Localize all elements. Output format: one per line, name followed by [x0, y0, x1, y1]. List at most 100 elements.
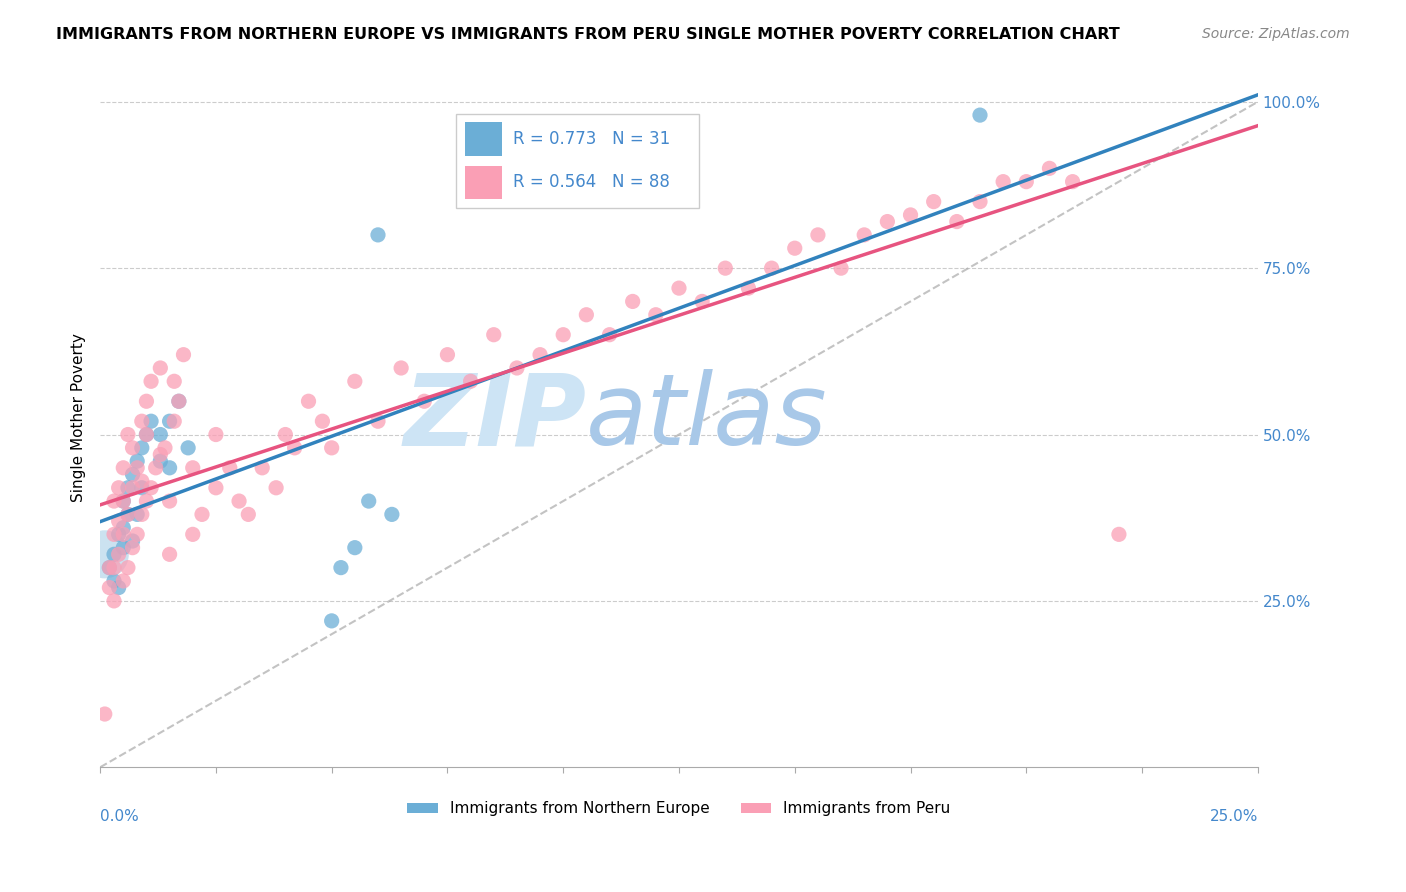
Point	[107, 527, 129, 541]
Text: IMMIGRANTS FROM NORTHERN EUROPE VS IMMIGRANTS FROM PERU SINGLE MOTHER POVERTY CO: IMMIGRANTS FROM NORTHERN EUROPE VS IMMIG…	[56, 27, 1121, 42]
Point	[367, 227, 389, 242]
Point	[107, 514, 129, 528]
Point	[112, 460, 135, 475]
Point	[1108, 527, 1130, 541]
Point	[159, 494, 181, 508]
Point	[149, 427, 172, 442]
Point	[1015, 175, 1038, 189]
Point	[94, 547, 117, 561]
Point	[167, 394, 190, 409]
Text: atlas: atlas	[586, 369, 828, 467]
Point	[321, 614, 343, 628]
Point	[228, 494, 250, 508]
Point	[644, 308, 666, 322]
Point	[737, 281, 759, 295]
Point	[460, 374, 482, 388]
Point	[367, 414, 389, 428]
Point	[238, 508, 260, 522]
Point	[381, 508, 404, 522]
Point	[131, 474, 153, 488]
Point	[149, 454, 172, 468]
Point	[853, 227, 876, 242]
Point	[900, 208, 922, 222]
Point	[668, 281, 690, 295]
Point	[121, 481, 143, 495]
Point	[112, 527, 135, 541]
Text: R = 0.564   N = 88: R = 0.564 N = 88	[513, 173, 671, 192]
Point	[103, 527, 125, 541]
Point	[181, 527, 204, 541]
Point	[167, 394, 190, 409]
Point	[131, 481, 153, 495]
Point	[139, 414, 162, 428]
Point	[107, 581, 129, 595]
Point	[159, 414, 181, 428]
Point	[131, 508, 153, 522]
Point	[599, 327, 621, 342]
Point	[311, 414, 333, 428]
Point	[127, 454, 149, 468]
Point	[1038, 161, 1060, 176]
Point	[112, 521, 135, 535]
Point	[117, 427, 139, 442]
Point	[107, 481, 129, 495]
Point	[127, 460, 149, 475]
Point	[135, 427, 157, 442]
Point	[529, 348, 551, 362]
Point	[621, 294, 644, 309]
Point	[103, 547, 125, 561]
Point	[205, 481, 228, 495]
Point	[127, 508, 149, 522]
Point	[991, 175, 1014, 189]
FancyBboxPatch shape	[465, 122, 502, 156]
Point	[103, 560, 125, 574]
Point	[98, 560, 121, 574]
Point	[274, 427, 297, 442]
Point	[181, 460, 204, 475]
Point	[135, 494, 157, 508]
Point	[321, 441, 343, 455]
Point	[149, 448, 172, 462]
Point	[135, 427, 157, 442]
Point	[112, 541, 135, 555]
Point	[121, 534, 143, 549]
Point	[131, 441, 153, 455]
Point	[506, 361, 529, 376]
Point	[205, 427, 228, 442]
Point	[117, 481, 139, 495]
Point	[969, 194, 991, 209]
Point	[121, 541, 143, 555]
Point	[357, 494, 380, 508]
Point	[112, 574, 135, 588]
Point	[149, 361, 172, 376]
Point	[103, 494, 125, 508]
Point	[112, 494, 135, 508]
Point	[98, 560, 121, 574]
Point	[690, 294, 713, 309]
Point	[343, 541, 366, 555]
Point	[131, 414, 153, 428]
Point	[436, 348, 458, 362]
Point	[121, 441, 143, 455]
Point	[103, 594, 125, 608]
Text: Source: ZipAtlas.com: Source: ZipAtlas.com	[1202, 27, 1350, 41]
Point	[482, 327, 505, 342]
Point	[103, 574, 125, 588]
Point	[117, 508, 139, 522]
Point	[218, 460, 240, 475]
Point	[969, 108, 991, 122]
Text: ZIP: ZIP	[404, 369, 586, 467]
Point	[121, 467, 143, 482]
Point	[117, 508, 139, 522]
Text: 0.0%: 0.0%	[100, 809, 139, 824]
Point	[139, 374, 162, 388]
Point	[135, 394, 157, 409]
Y-axis label: Single Mother Poverty: Single Mother Poverty	[72, 334, 86, 502]
Text: 25.0%: 25.0%	[1209, 809, 1258, 824]
Point	[553, 327, 575, 342]
Point	[575, 308, 598, 322]
FancyBboxPatch shape	[465, 166, 502, 199]
Point	[94, 706, 117, 721]
Point	[159, 547, 181, 561]
Point	[163, 374, 186, 388]
